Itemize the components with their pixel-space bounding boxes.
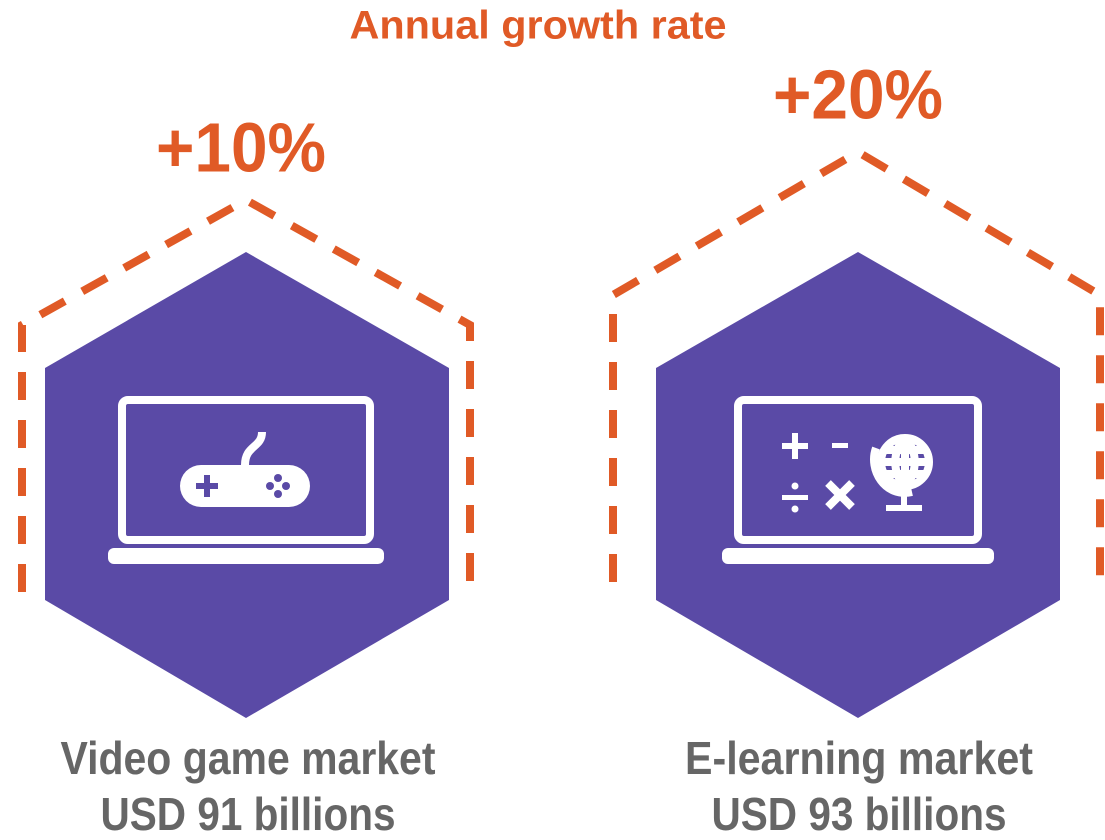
growth-label: +20% (773, 55, 943, 133)
growth-outline (18, 195, 474, 592)
laptop-gamepad-icon (108, 396, 384, 564)
market-label: Video game market (61, 732, 436, 784)
market-label: E-learning market (685, 732, 1033, 784)
market-size: USD 91 billions (101, 788, 396, 840)
laptop-elearning-icon (722, 396, 994, 564)
growth-label: +10% (156, 108, 326, 186)
hexagon (656, 252, 1060, 718)
title: Annual growth rate (350, 4, 727, 48)
market-size: USD 93 billions (712, 788, 1007, 840)
